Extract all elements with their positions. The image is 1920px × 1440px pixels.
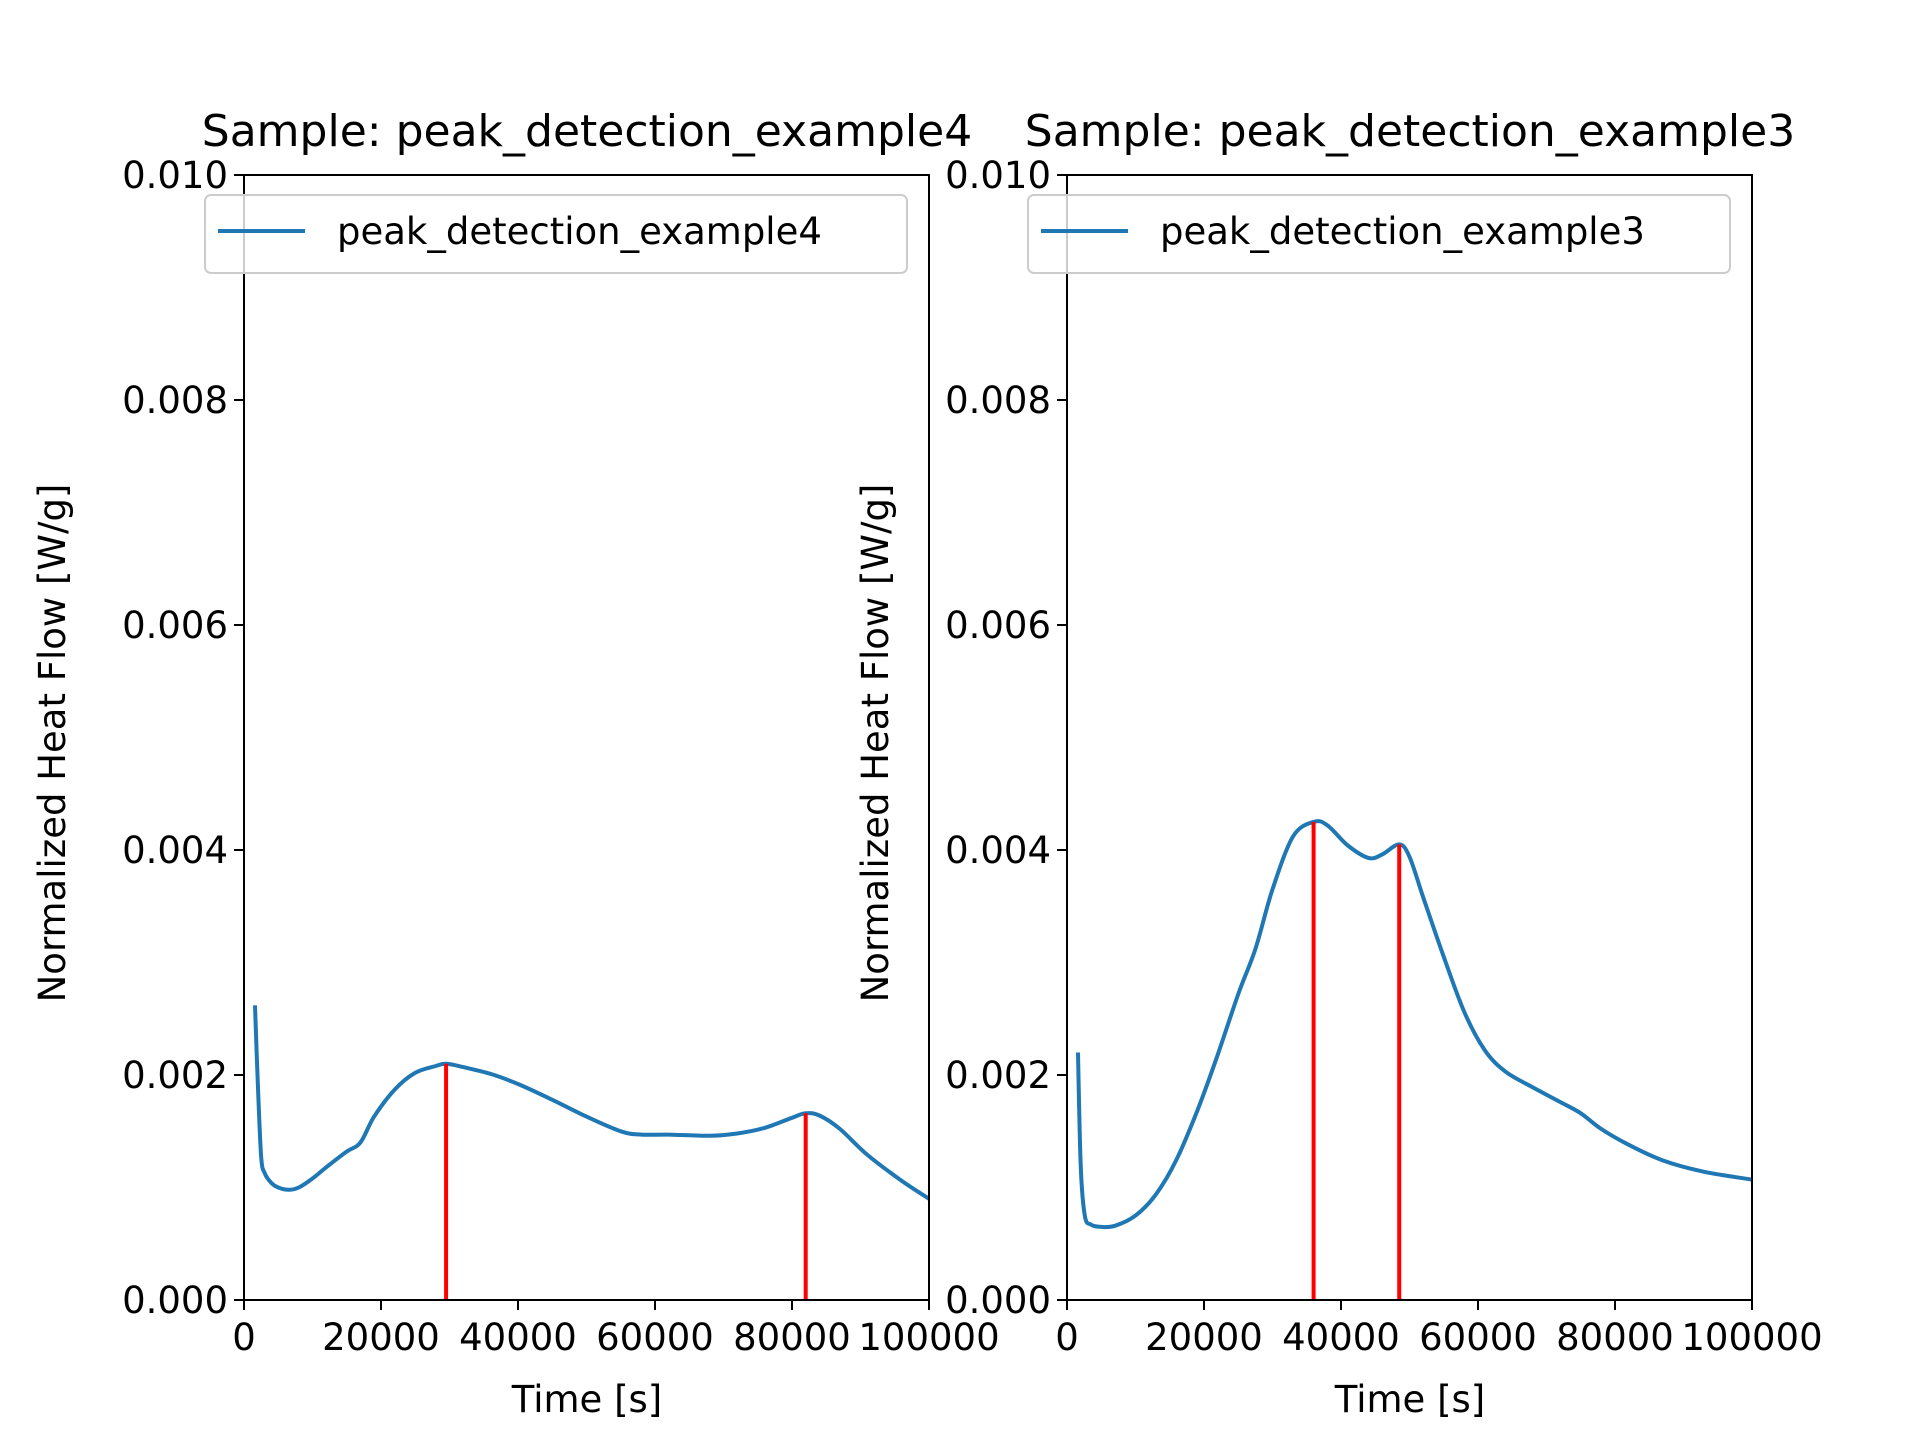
y-tick-label: 0.006 bbox=[945, 604, 1051, 647]
legend: peak_detection_example4 bbox=[204, 194, 908, 274]
x-tick-label: 20000 bbox=[322, 1316, 440, 1359]
y-axis-label: Normalized Heat Flow [W/g] bbox=[31, 484, 74, 1003]
x-tick-label: 20000 bbox=[1145, 1316, 1263, 1359]
x-tick-label: 100000 bbox=[858, 1316, 999, 1359]
series-line bbox=[1076, 819, 1752, 1230]
y-tick-label: 0.010 bbox=[122, 154, 228, 197]
chart-panel-left: Sample: peak_detection_example4 0 20000 40… bbox=[31, 106, 1000, 1421]
x-tick-label: 60000 bbox=[596, 1316, 714, 1359]
series-line bbox=[253, 1005, 929, 1201]
y-axis-label: Normalized Heat Flow [W/g] bbox=[854, 484, 897, 1003]
y-tick-label: 0.008 bbox=[122, 379, 228, 422]
x-axis-label: Time [s] bbox=[1334, 1378, 1485, 1421]
y-tick-label: 0.002 bbox=[945, 1054, 1051, 1097]
x-tick-label: 80000 bbox=[733, 1316, 851, 1359]
x-tick-label: 0 bbox=[232, 1316, 256, 1359]
chart-title: Sample: peak_detection_example4 bbox=[202, 106, 972, 157]
legend: peak_detection_example3 bbox=[1027, 194, 1731, 274]
y-tick-label: 0.004 bbox=[122, 829, 228, 872]
y-tick-label: 0.008 bbox=[945, 379, 1051, 422]
y-tick-label: 0.010 bbox=[945, 154, 1051, 197]
x-tick-label: 100000 bbox=[1681, 1316, 1822, 1359]
y-tick-label: 0.004 bbox=[945, 829, 1051, 872]
chart-panel-right: Sample: peak_detection_example3 0 20000 40… bbox=[854, 106, 1823, 1421]
chart-title: Sample: peak_detection_example3 bbox=[1025, 106, 1795, 157]
y-tick-label: 0.006 bbox=[122, 604, 228, 647]
x-tick-label: 0 bbox=[1055, 1316, 1079, 1359]
x-axis-label: Time [s] bbox=[511, 1378, 662, 1421]
axes-frame bbox=[243, 174, 930, 1301]
x-tick-label: 40000 bbox=[1282, 1316, 1400, 1359]
axes-frame bbox=[1066, 174, 1753, 1301]
legend-box bbox=[204, 194, 908, 274]
legend-entry-label: peak_detection_example3 bbox=[1160, 210, 1645, 253]
legend-entry-label: peak_detection_example4 bbox=[337, 210, 822, 253]
y-tick-label: 0.002 bbox=[122, 1054, 228, 1097]
x-tick-label: 80000 bbox=[1556, 1316, 1674, 1359]
y-tick-label: 0.000 bbox=[945, 1279, 1051, 1322]
legend-box bbox=[1027, 194, 1731, 274]
y-tick-label: 0.000 bbox=[122, 1279, 228, 1322]
x-tick-label: 40000 bbox=[459, 1316, 577, 1359]
x-tick-label: 60000 bbox=[1419, 1316, 1537, 1359]
